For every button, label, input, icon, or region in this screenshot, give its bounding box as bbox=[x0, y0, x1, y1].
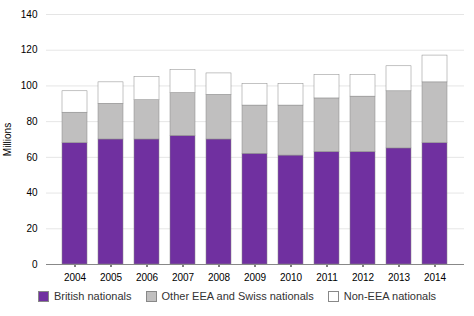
html-text:British nationals: British nationals bbox=[53, 290, 132, 302]
html-text:Non-EEA nationals: Non-EEA nationals bbox=[343, 290, 437, 302]
svg-text:60: 60 bbox=[26, 152, 38, 163]
svg-text:120: 120 bbox=[21, 44, 38, 55]
svg-text:2009: 2009 bbox=[244, 272, 267, 283]
svg-text:2008: 2008 bbox=[208, 272, 231, 283]
svg-text:2014: 2014 bbox=[424, 272, 447, 283]
svg-text:40: 40 bbox=[26, 187, 38, 198]
svg-text:2004: 2004 bbox=[64, 272, 87, 283]
svg-text:2010: 2010 bbox=[280, 272, 303, 283]
svg-text:2006: 2006 bbox=[136, 272, 159, 283]
svg-text:2005: 2005 bbox=[100, 272, 123, 283]
svg-text:100: 100 bbox=[21, 80, 38, 91]
svg-text:Millions: Millions bbox=[2, 123, 13, 156]
svg-text:2012: 2012 bbox=[352, 272, 375, 283]
html-text:Other EEA and Swiss nationals: Other EEA and Swiss nationals bbox=[161, 290, 314, 302]
svg-text:80: 80 bbox=[26, 116, 38, 127]
svg-text:20: 20 bbox=[26, 223, 38, 234]
svg-text:0: 0 bbox=[32, 259, 38, 270]
svg-text:2007: 2007 bbox=[172, 272, 195, 283]
svg-text:2011: 2011 bbox=[316, 272, 338, 283]
svg-text:140: 140 bbox=[21, 9, 38, 20]
svg-text:2013: 2013 bbox=[388, 272, 411, 283]
